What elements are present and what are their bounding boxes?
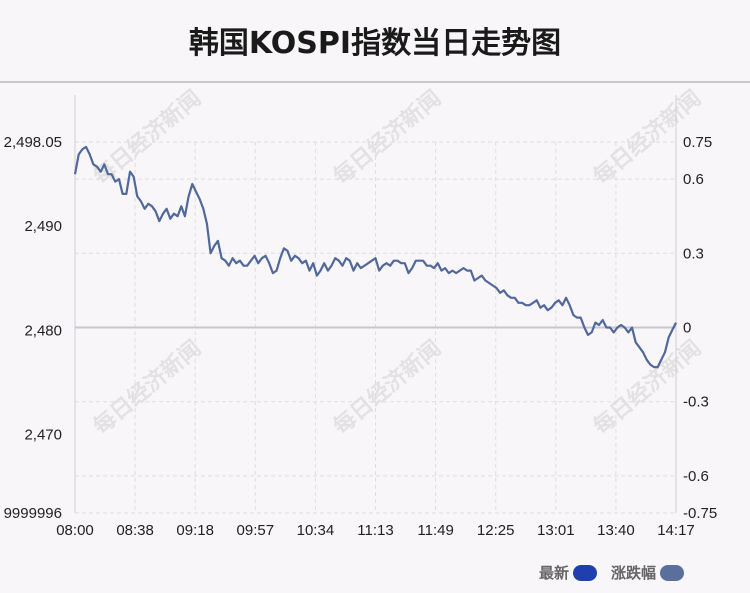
y-left-tick-label: 2,480 (24, 322, 62, 339)
y-left-tick-label: 2,470 (24, 427, 62, 444)
legend-swatch-change (660, 564, 684, 581)
x-tick-label: 09:57 (237, 522, 275, 539)
y-right-tick-label: 0.75 (683, 134, 712, 151)
x-tick-label: 08:00 (56, 522, 94, 539)
y-right-tick-label: -0.3 (683, 394, 709, 411)
x-tick-label: 13:01 (537, 522, 575, 539)
legend-swatch-latest (572, 564, 597, 581)
y-left-tick-label: 2,490 (24, 218, 62, 235)
x-tick-label: 13:40 (597, 522, 635, 539)
x-tick-label: 12:25 (477, 522, 515, 539)
legend: 最新 涨跌幅 (539, 562, 684, 583)
x-tick-label: 10:34 (297, 522, 335, 539)
x-tick-label: 08:38 (116, 522, 154, 539)
legend-item-latest[interactable]: 最新 (539, 562, 597, 583)
x-tick-label: 11:49 (417, 522, 453, 539)
y-right-tick-label: -0.6 (683, 468, 709, 485)
legend-item-change[interactable]: 涨跌幅 (611, 562, 684, 583)
y-left-tick-label: 2,498.05 (4, 134, 62, 151)
chart-title: 韩国KOSPI指数当日走势图 (188, 26, 562, 61)
series-line-change (73, 145, 677, 369)
x-tick-label: 14:17 (657, 522, 695, 539)
y-right-tick-label: 0 (683, 320, 691, 337)
legend-label-latest: 最新 (538, 564, 569, 582)
y-left-tick-label: 9999996 (4, 505, 62, 522)
x-tick-label: 09:18 (176, 522, 214, 539)
y-right-tick-label: -0.75 (683, 505, 717, 522)
y-right-tick-label: 0.3 (683, 245, 704, 262)
x-tick-label: 11:13 (357, 522, 393, 539)
title-divider (0, 81, 750, 83)
legend-label-change: 涨跌幅 (610, 564, 656, 582)
y-right-tick-label: 0.6 (683, 171, 704, 188)
